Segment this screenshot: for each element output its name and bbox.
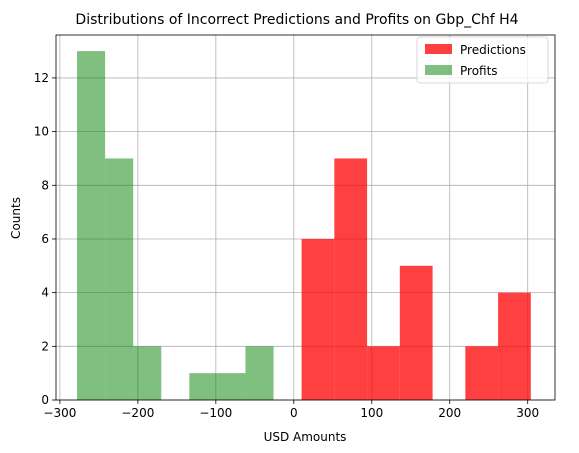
bar-profits	[245, 346, 273, 400]
bar-profits	[105, 158, 133, 400]
y-tick-label: 4	[41, 286, 49, 300]
bar-predictions	[367, 346, 400, 400]
legend-label: Predictions	[460, 43, 526, 57]
x-axis-label: USD Amounts	[264, 430, 347, 444]
x-tick-label: 100	[360, 406, 383, 420]
y-tick-label: 2	[41, 339, 49, 353]
x-tick-label: 0	[290, 406, 298, 420]
chart-title: Distributions of Incorrect Predictions a…	[75, 12, 518, 28]
y-axis-label: Counts	[9, 197, 23, 239]
legend-swatch	[425, 44, 452, 54]
y-tick-label: 8	[41, 178, 49, 192]
y-tick-label: 12	[34, 71, 49, 85]
legend-swatch	[425, 65, 452, 75]
y-tick-label: 6	[41, 232, 49, 246]
bar-predictions	[498, 293, 531, 400]
bar-predictions	[302, 239, 335, 400]
bar-predictions	[400, 266, 433, 400]
legend: Predictions Profits	[417, 37, 548, 83]
x-tick-label: 200	[438, 406, 461, 420]
bar-predictions	[465, 346, 498, 400]
x-tick-label: −300	[43, 406, 76, 420]
x-tick-label: 300	[516, 406, 539, 420]
bar-predictions	[334, 158, 367, 400]
y-tick-label: 0	[41, 393, 49, 407]
bar-profits	[77, 51, 105, 400]
legend-label: Profits	[460, 64, 498, 78]
y-tick-label: 10	[34, 125, 49, 139]
bar-profits	[189, 373, 217, 400]
x-tick-label: −100	[199, 406, 232, 420]
bar-profits	[133, 346, 161, 400]
bar-profits	[217, 373, 245, 400]
x-tick-label: −200	[121, 406, 154, 420]
